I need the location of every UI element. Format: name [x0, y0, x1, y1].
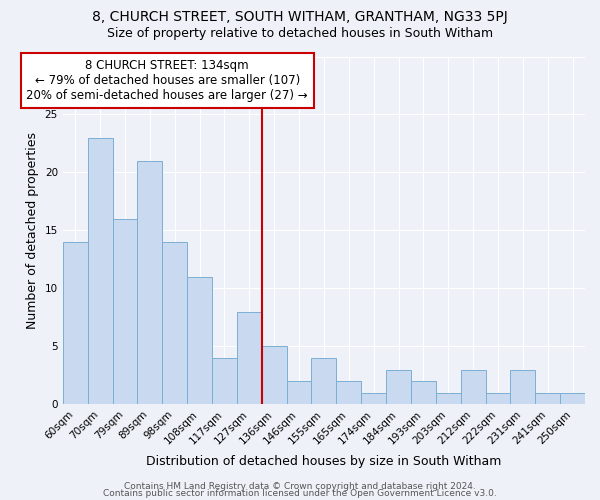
Text: 8, CHURCH STREET, SOUTH WITHAM, GRANTHAM, NG33 5PJ: 8, CHURCH STREET, SOUTH WITHAM, GRANTHAM…	[92, 10, 508, 24]
Bar	[88, 138, 113, 404]
Text: Contains HM Land Registry data © Crown copyright and database right 2024.: Contains HM Land Registry data © Crown c…	[124, 482, 476, 491]
Bar	[485, 393, 511, 404]
Bar	[137, 161, 162, 404]
Text: 8 CHURCH STREET: 134sqm
← 79% of detached houses are smaller (107)
20% of semi-d: 8 CHURCH STREET: 134sqm ← 79% of detache…	[26, 59, 308, 102]
Text: Size of property relative to detached houses in South Witham: Size of property relative to detached ho…	[107, 28, 493, 40]
Bar	[535, 393, 560, 404]
Bar	[461, 370, 485, 404]
Bar	[386, 370, 411, 404]
Bar	[63, 242, 88, 404]
Bar	[436, 393, 461, 404]
Bar	[237, 312, 262, 404]
X-axis label: Distribution of detached houses by size in South Witham: Distribution of detached houses by size …	[146, 454, 502, 468]
Bar	[560, 393, 585, 404]
Bar	[411, 382, 436, 404]
Bar	[162, 242, 187, 404]
Y-axis label: Number of detached properties: Number of detached properties	[26, 132, 39, 329]
Bar	[113, 219, 137, 404]
Bar	[262, 346, 287, 405]
Bar	[337, 382, 361, 404]
Bar	[311, 358, 337, 405]
Bar	[212, 358, 237, 405]
Bar	[511, 370, 535, 404]
Text: Contains public sector information licensed under the Open Government Licence v3: Contains public sector information licen…	[103, 488, 497, 498]
Bar	[187, 277, 212, 404]
Bar	[287, 382, 311, 404]
Bar	[361, 393, 386, 404]
